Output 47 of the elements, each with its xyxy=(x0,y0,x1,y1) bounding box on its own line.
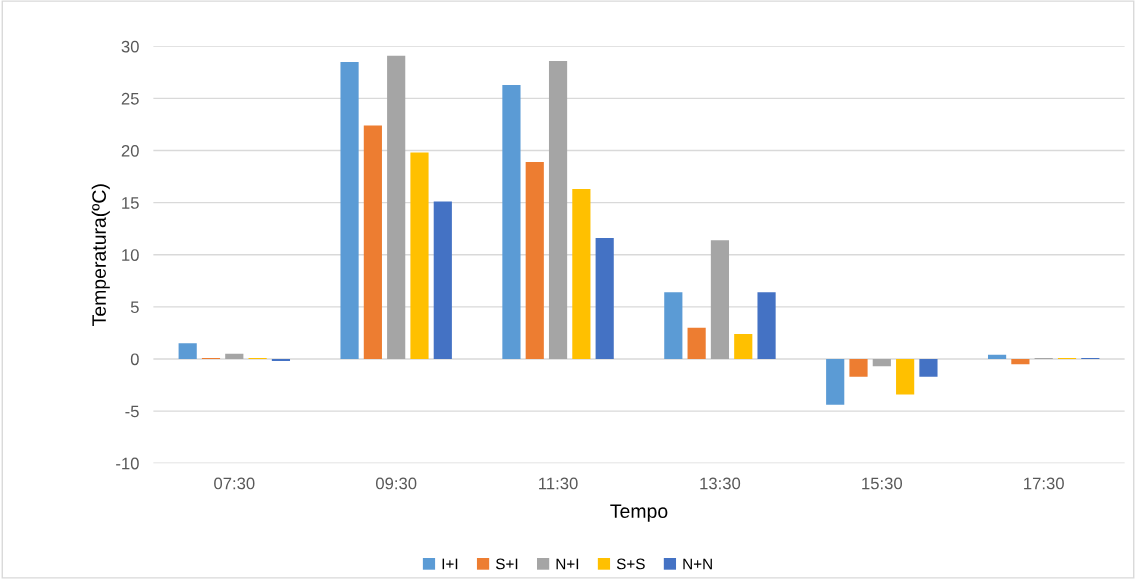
legend-label: N+N xyxy=(683,558,712,570)
x-tick-label: 17:30 xyxy=(1024,477,1064,490)
y-tick-label: 15 xyxy=(122,197,139,209)
y-tick-label: 5 xyxy=(130,301,139,314)
bar xyxy=(387,55,406,359)
x-axis-title: Tempo xyxy=(610,504,668,522)
legend-label: S+I xyxy=(495,558,518,570)
y-tick-label: 30 xyxy=(121,40,139,53)
y-tick-label: 10 xyxy=(122,249,139,261)
y-tick-label: 20 xyxy=(121,144,139,157)
bar xyxy=(225,353,244,359)
bar xyxy=(987,354,1007,359)
bar xyxy=(410,152,429,359)
bar xyxy=(687,327,706,359)
x-tick-label: 09:30 xyxy=(375,477,417,490)
bar xyxy=(826,358,845,405)
bar xyxy=(849,358,868,377)
bar xyxy=(1011,358,1030,365)
bar xyxy=(363,125,382,359)
bar xyxy=(340,61,359,359)
y-tick-label: 25 xyxy=(121,92,139,105)
bar xyxy=(525,162,544,359)
bar xyxy=(872,358,891,367)
y-axis-title: Temperatura(ºC) xyxy=(91,184,110,326)
bar xyxy=(896,358,915,395)
bar xyxy=(271,358,291,362)
bar xyxy=(548,60,568,359)
x-tick-label: 11:30 xyxy=(539,477,578,490)
y-tick-label: -5 xyxy=(125,405,139,418)
y-tick-label: 0 xyxy=(130,353,139,366)
bar xyxy=(757,292,776,359)
bar xyxy=(734,333,753,359)
bar xyxy=(710,240,730,359)
x-tick-label: 13:30 xyxy=(700,477,741,490)
bar xyxy=(919,358,938,377)
bar xyxy=(502,84,521,359)
x-tick-label: 15:30 xyxy=(862,477,903,490)
bar xyxy=(178,343,197,359)
bar xyxy=(433,201,452,359)
x-tick-label: 07:30 xyxy=(214,477,255,490)
legend-label: I+I xyxy=(442,558,458,570)
y-tick-label: -10 xyxy=(116,457,139,470)
bar xyxy=(664,292,683,359)
legend-label: S+S xyxy=(616,558,645,570)
legend-label: N+I xyxy=(556,558,579,570)
bar xyxy=(572,189,591,359)
bar xyxy=(595,238,614,359)
